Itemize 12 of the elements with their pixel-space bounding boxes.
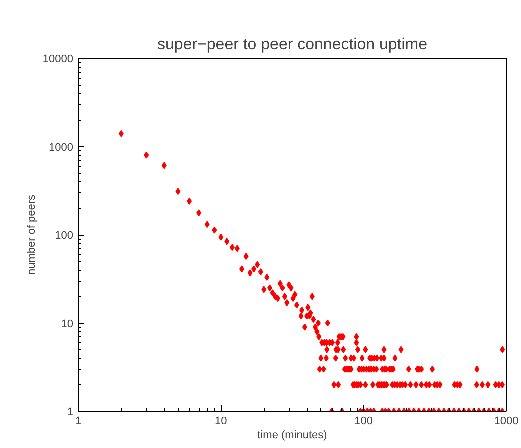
y-axis-title: number of peers xyxy=(26,194,38,276)
x-tick-label: 10 xyxy=(215,416,228,428)
x-tick-label: 1 xyxy=(75,416,82,428)
x-tick-label: 1000 xyxy=(494,416,519,428)
x-axis-title: time (minutes) xyxy=(258,430,328,442)
y-tick-label: 10000 xyxy=(42,54,74,66)
y-tick-label: 100 xyxy=(55,230,74,242)
y-tick-label: 1000 xyxy=(49,142,74,154)
y-tick-label: 10 xyxy=(61,318,74,330)
chart-title: super−peer to peer connection uptime xyxy=(158,36,428,54)
x-tick-label: 100 xyxy=(354,416,374,428)
y-tick-label: 1 xyxy=(67,406,74,418)
